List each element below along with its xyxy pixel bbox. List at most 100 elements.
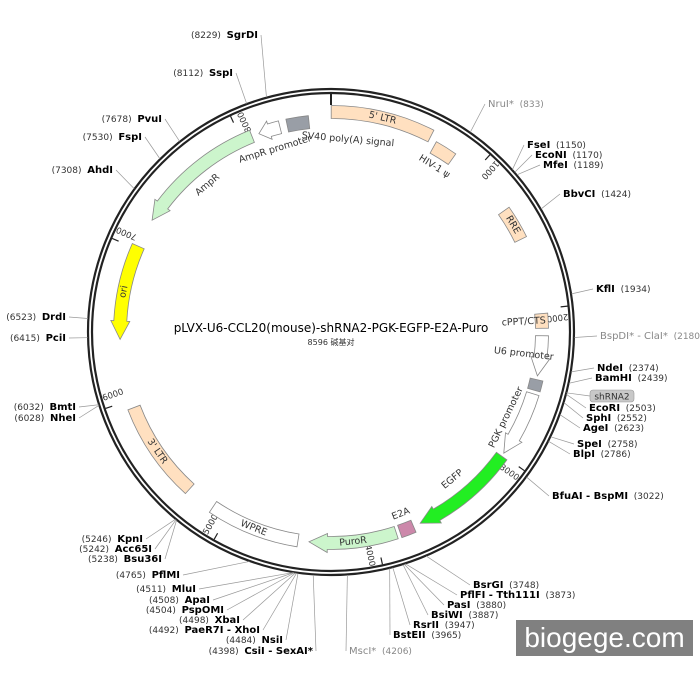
enzyme-site-fspi: (7530) FspI: [83, 132, 161, 159]
enzyme-site-nrui: NruI* (833): [469, 99, 544, 133]
enzyme-label: BsrGI (3748): [473, 580, 539, 591]
enzyme-label: MscI* (4206): [349, 646, 412, 657]
plasmid-name: pLVX-U6-CCL20(mouse)-shRNA2-PGK-EGFP-E2A…: [174, 321, 489, 335]
enzyme-label: SpeI (2758): [577, 439, 638, 450]
enzyme-position: (3965): [426, 631, 462, 641]
enzyme-label: PflFI - Tth111I (3873): [460, 590, 575, 601]
enzyme-label: (4504) PspOMI: [146, 605, 224, 616]
enzyme-leader-line: [154, 519, 177, 550]
enzyme-label: (6523) DrdI: [6, 312, 66, 323]
enzyme-site-ecori: EcoRI (2503): [566, 394, 656, 414]
enzyme-leader-line: [540, 193, 561, 210]
enzyme-site-agei: AgeI (2623): [559, 414, 644, 434]
enzyme-label: EcoRI (2503): [589, 403, 656, 414]
enzyme-label: (4508) ApaI: [149, 595, 210, 606]
enzyme-name: BbvCI: [563, 189, 595, 200]
enzyme-label: (5238) Bsu36I: [88, 554, 162, 565]
enzyme-label: NdeI (2374): [597, 363, 659, 374]
enzyme-label: EcoNI (1170): [535, 150, 602, 161]
enzyme-site-msci: MscI* (4206): [345, 574, 412, 657]
enzyme-position: (4511): [136, 585, 172, 595]
enzyme-label: (5246) KpnI: [82, 534, 143, 545]
badge-label: shRNA2: [594, 393, 629, 403]
enzyme-name: NheI: [50, 413, 76, 424]
feature-e2a: [397, 519, 417, 539]
enzyme-position: (5246): [82, 535, 118, 545]
enzyme-name: MscI*: [349, 646, 376, 657]
enzyme-leader-line: [392, 567, 411, 626]
enzyme-leader-line: [469, 103, 486, 133]
enzyme-position: (4765): [116, 571, 152, 581]
enzyme-position: (2623): [608, 424, 644, 434]
enzyme-label: BbvCI (1424): [563, 189, 631, 200]
enzyme-name: EcoNI: [535, 150, 567, 161]
enzyme-site-pcii: (6415) PciI: [10, 333, 88, 344]
tick-6000: [105, 405, 113, 409]
enzyme-name: KpnI: [117, 534, 143, 545]
enzyme-name: BsrGI: [473, 580, 503, 591]
enzyme-name: SspI: [209, 68, 233, 79]
enzyme-label: (7308) AhdI: [52, 165, 113, 176]
enzyme-label: (4492) PaeR7I - XhoI: [149, 625, 260, 636]
enzyme-name: SpeI: [577, 439, 602, 450]
enzyme-site-xbai: (4498) XbaI: [179, 572, 296, 626]
enzyme-name: PspOMI: [182, 605, 224, 616]
enzyme-position: (3748): [503, 581, 539, 591]
feature-label-e2a: E2A: [390, 505, 412, 522]
enzyme-leader-line: [260, 34, 267, 98]
enzyme-name: PaeR7I - XhoI: [184, 625, 260, 636]
enzyme-leader-line: [559, 414, 581, 429]
enzyme-site-bamhi: BamHI (2439): [568, 373, 668, 384]
enzyme-site-spei: SpeI (2758): [550, 436, 638, 450]
enzyme-position: (4398): [209, 647, 245, 657]
feature-3-ltr: [127, 404, 195, 495]
feature-ori: [110, 242, 145, 341]
enzyme-position: (2180): [668, 332, 700, 342]
enzyme-name: BamHI: [595, 373, 632, 384]
tick-8000: [230, 115, 235, 123]
feature-pgk-promoter: [503, 391, 540, 454]
enzyme-site-csii-sexai: (4398) CsiI - SexAI*: [209, 574, 317, 657]
feature-label-cppt-cts: cPPT/CTS: [501, 315, 546, 328]
enzyme-site-blpi: BlpI (2786): [548, 441, 631, 460]
tick-label: 6000: [101, 387, 125, 403]
enzyme-label: (6028) NheI: [14, 413, 76, 424]
enzyme-site-drdi: (6523) DrdI: [6, 312, 88, 323]
enzyme-name: NdeI: [597, 363, 623, 374]
enzyme-leader-line: [574, 335, 598, 338]
enzyme-position: (4484): [226, 636, 262, 646]
enzyme-position: (2552): [611, 414, 647, 424]
enzyme-name: NsiI: [262, 635, 283, 646]
enzyme-name: Acc65I: [115, 544, 152, 555]
tick-label: 7000: [115, 224, 139, 242]
enzyme-leader-line: [512, 144, 525, 170]
enzyme-leader-line: [571, 288, 594, 295]
enzyme-leader-line: [516, 164, 541, 176]
tick-2000: [560, 305, 568, 308]
enzyme-site-acc65i: (5242) Acc65I: [79, 519, 177, 555]
enzyme-leader-line: [198, 572, 294, 590]
enzyme-label: AgeI (2623): [583, 423, 644, 434]
enzyme-name: KflI: [596, 284, 615, 295]
enzyme-site-ahdi: (7308) AhdI: [52, 165, 135, 189]
enzyme-name: AgeI: [583, 423, 608, 434]
enzyme-leader-line: [164, 520, 177, 560]
enzyme-leader-line: [426, 555, 471, 586]
enzyme-position: (4492): [149, 626, 185, 636]
enzyme-position: (6415): [10, 334, 46, 344]
feature-label-puror: PuroR: [339, 535, 368, 549]
feature-5-ltr: [330, 105, 435, 143]
feature-hiv-1: [429, 141, 457, 166]
enzyme-leader-line: [571, 367, 595, 373]
enzyme-position: (2503): [620, 404, 656, 414]
enzyme-name: MluI: [172, 584, 196, 595]
enzyme-position: (2758): [602, 440, 638, 450]
enzyme-position: (1150): [550, 141, 586, 151]
enzyme-label: (6415) PciI: [10, 333, 66, 344]
feature-cppt-cts: [534, 312, 549, 329]
enzyme-name: BfuAI - BspMI: [552, 491, 628, 502]
enzyme-leader-line: [403, 563, 445, 606]
feature-u6-promoter: [530, 335, 551, 377]
enzyme-name: ApaI: [185, 595, 210, 606]
